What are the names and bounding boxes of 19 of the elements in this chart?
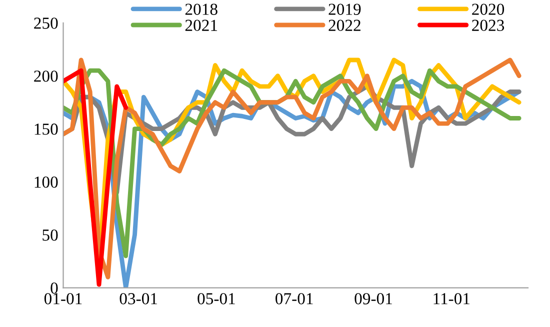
line-series <box>63 68 128 287</box>
legend-label: 2018 <box>185 4 218 15</box>
y-tick-label: 200 <box>34 70 58 82</box>
x-tick-label: 01-01 <box>44 293 82 304</box>
legend-label: 2023 <box>472 20 504 31</box>
legend-label: 2020 <box>472 4 504 15</box>
y-tick-label: 150 <box>34 124 58 135</box>
x-tick-label: 11-01 <box>434 293 470 304</box>
x-tick-label: 09-01 <box>354 293 392 304</box>
legend-label: 2021 <box>185 20 218 31</box>
legend-label: 2022 <box>328 20 360 31</box>
x-tick-label: 05-01 <box>198 293 235 304</box>
y-tick-label: 0 <box>50 282 58 294</box>
x-tick-label: 07-01 <box>276 293 313 304</box>
y-tick-label: 100 <box>34 176 58 188</box>
y-tick-label: 50 <box>42 229 58 241</box>
y-tick-label: 250 <box>34 18 58 29</box>
legend-label: 2019 <box>328 4 361 15</box>
x-tick-label: 03-01 <box>120 293 158 304</box>
